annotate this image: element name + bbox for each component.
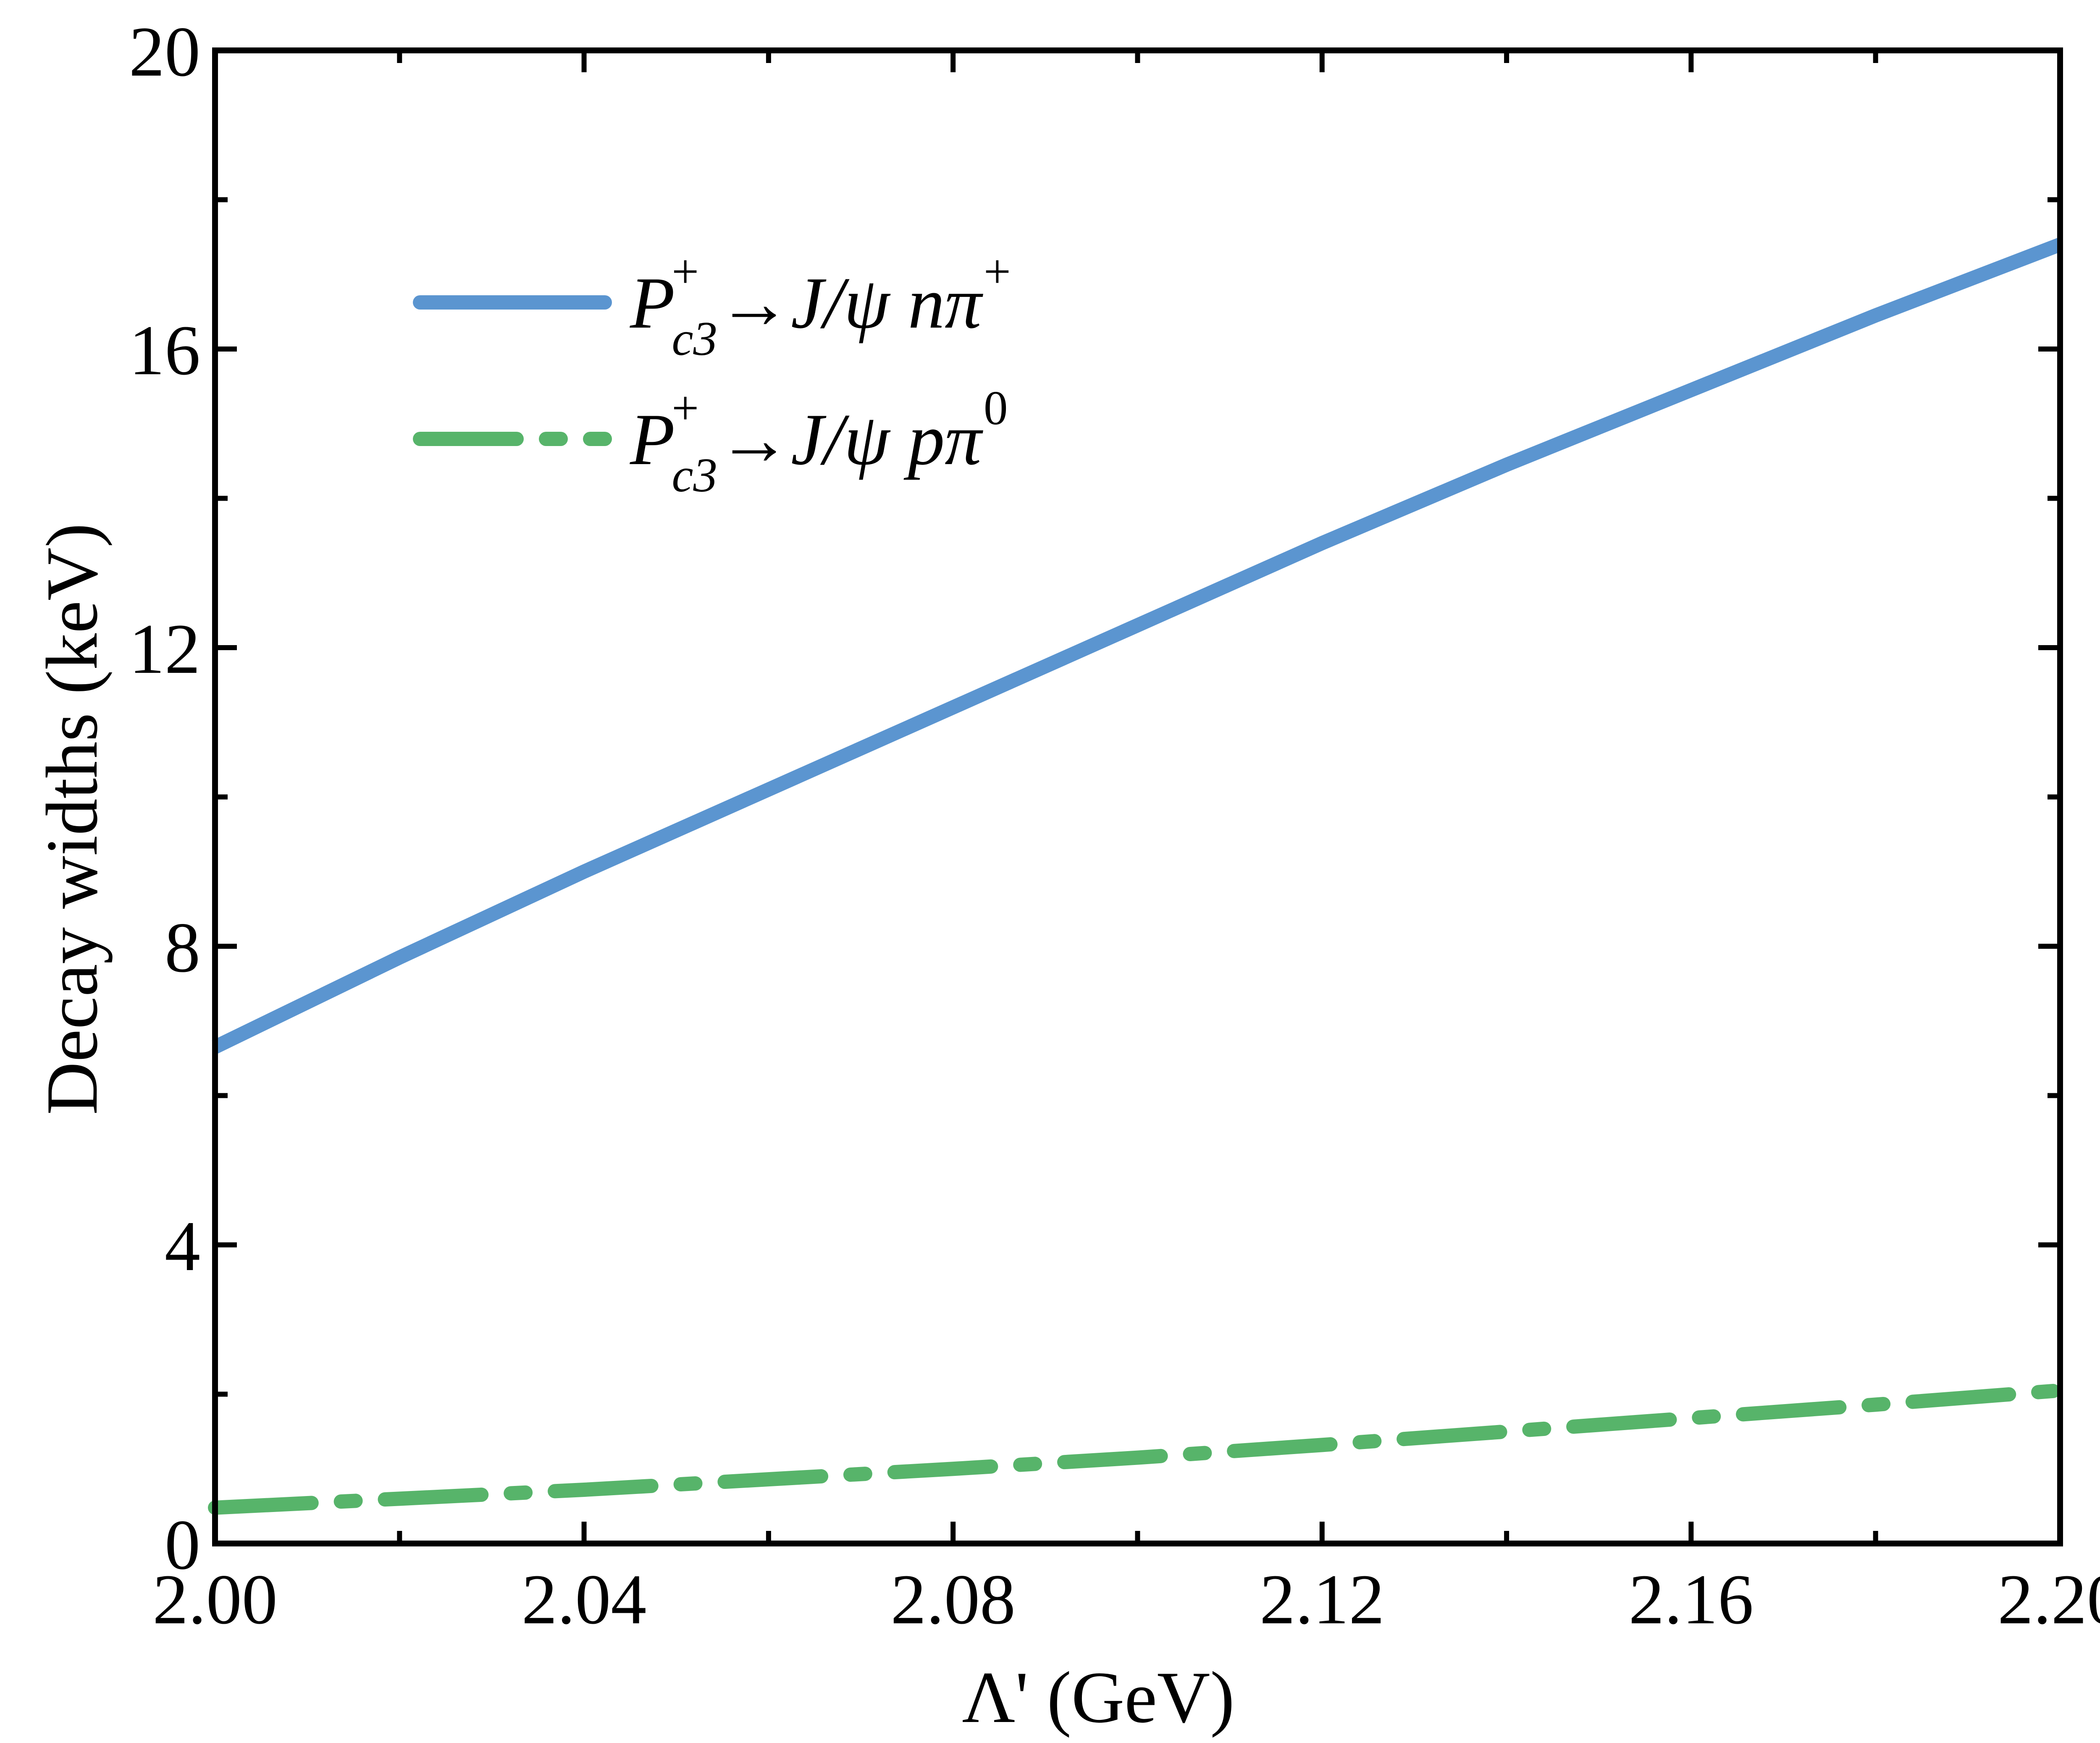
y-tick-label: 8	[165, 908, 200, 987]
legend: P+ c3→J/ψ nπ+ P+ c3→J/ψ pπ0	[413, 245, 1011, 502]
y-tick-label: 4	[165, 1207, 200, 1286]
legend-label-jpsi-p-pi-zero: P+ c3→J/ψ pπ0	[630, 381, 1008, 502]
series-line-jpsi-n-pi-plus	[212, 238, 2063, 1054]
y-tick-label: 16	[129, 311, 200, 390]
x-tick-label: 2.20	[1998, 1560, 2100, 1639]
series-line-jpsi-p-pi-zero	[208, 1383, 2067, 1515]
y-tick-label: 0	[165, 1505, 200, 1584]
x-axis-title: Λ' (GeV)	[962, 1656, 1234, 1738]
plot-frame	[212, 47, 2063, 1546]
x-tick-label: 2.08	[890, 1560, 1016, 1639]
data-series	[208, 238, 2067, 1515]
x-tick-label: 2.04	[522, 1560, 647, 1639]
x-tick-label: 2.16	[1629, 1560, 1754, 1639]
y-tick-label: 20	[129, 12, 200, 91]
x-tick-label: 2.00	[152, 1560, 278, 1639]
y-tick-label: 12	[129, 609, 200, 688]
y-axis-title: Decay widths (keV)	[31, 523, 113, 1115]
axis-tick-labels: 2.00 2.04 2.08 2.12 2.16 2.20 0 4 8 12 16 20	[129, 12, 2100, 1639]
legend-label-jpsi-n-pi-plus: P+ c3→J/ψ nπ+	[630, 245, 1011, 365]
axis-ticks	[213, 48, 2063, 1546]
x-tick-label: 2.12	[1260, 1560, 1385, 1639]
